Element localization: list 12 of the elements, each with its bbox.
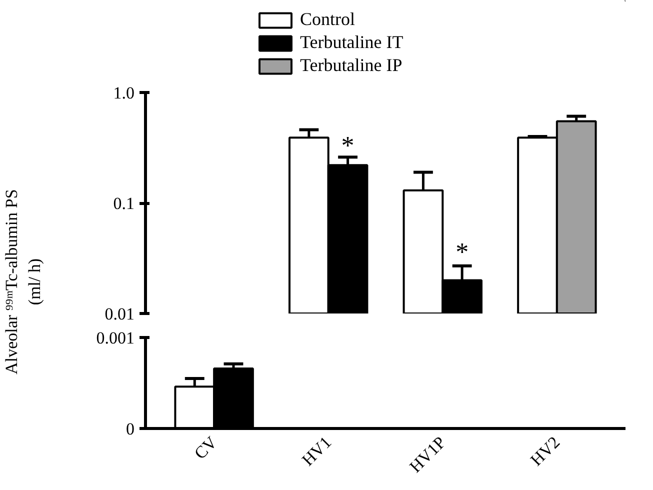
y-tick-label: 0: [126, 420, 134, 438]
y-axis-title: Alveolar ⁹⁹ᵐTc-albumin PS (ml/ h): [2, 189, 44, 374]
annotation: *: [456, 238, 469, 267]
y-tick-label: 0.1: [113, 194, 134, 213]
y-tick-label: 0.01: [104, 304, 134, 324]
x-tick-label: CV: [190, 432, 222, 463]
legend-label: Terbutaline IP: [300, 55, 402, 76]
legend-label: Control: [300, 9, 356, 30]
y-tick-label: 1.0: [113, 84, 134, 102]
annotation: *: [341, 131, 354, 160]
y-tick-label: 0.001: [96, 328, 134, 348]
legend-label: Terbutaline IT: [300, 32, 404, 53]
